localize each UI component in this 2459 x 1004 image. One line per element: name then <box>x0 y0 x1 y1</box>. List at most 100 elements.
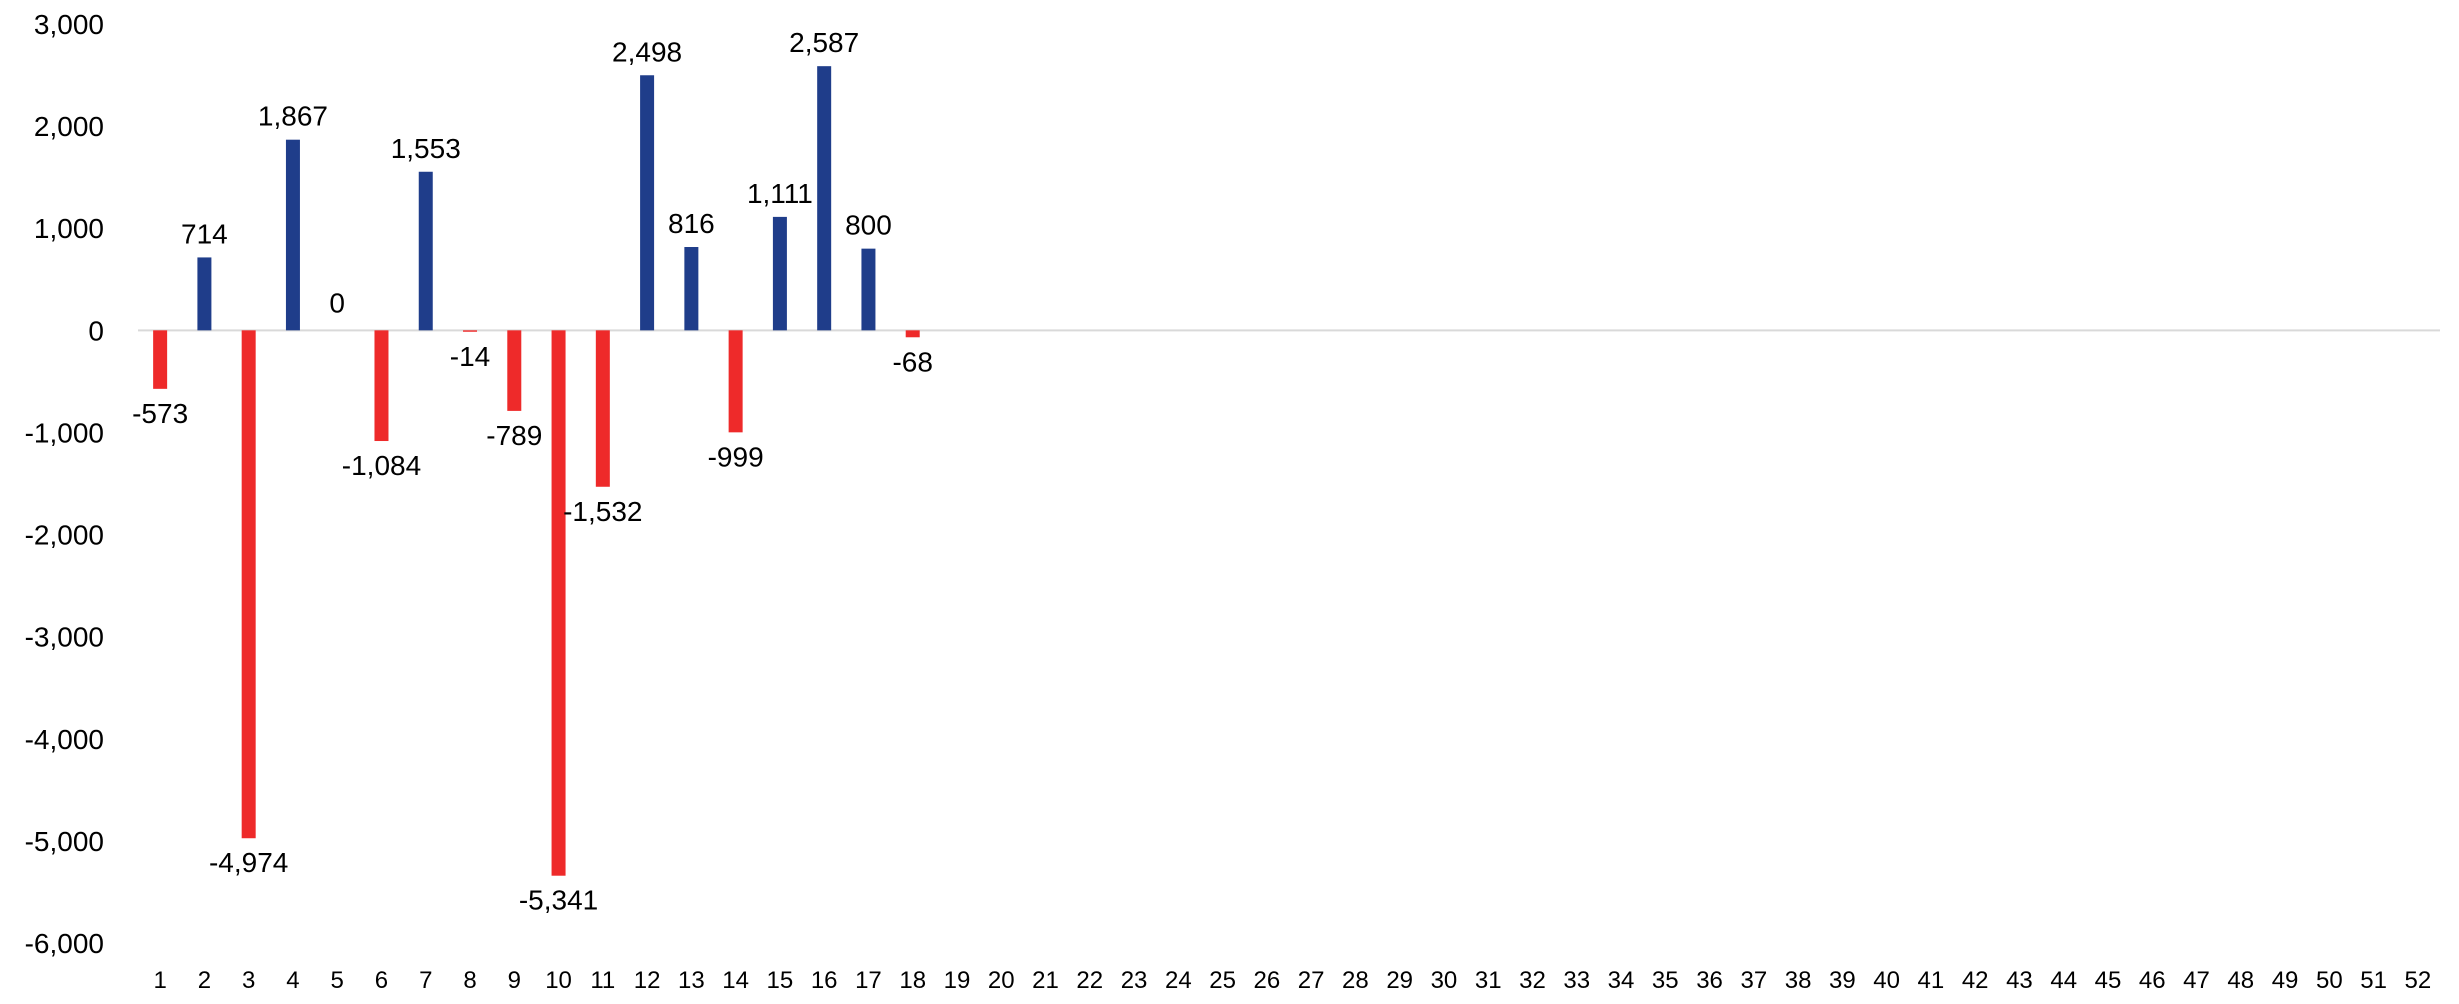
data-label: -789 <box>486 420 542 451</box>
data-label: -1,532 <box>563 496 642 527</box>
y-tick-label: 1,000 <box>34 213 104 244</box>
bar <box>817 66 832 331</box>
y-tick-label: -2,000 <box>25 520 104 551</box>
data-label: -573 <box>132 398 188 429</box>
x-tick-label: 27 <box>1298 967 1325 994</box>
x-tick-label: 9 <box>508 967 521 994</box>
x-tick-label: 21 <box>1032 967 1059 994</box>
x-tick-label: 34 <box>1608 967 1635 994</box>
data-label: 1,111 <box>747 178 813 209</box>
x-tick-label: 32 <box>1519 967 1546 994</box>
x-tick-label: 35 <box>1652 967 1679 994</box>
x-tick-label: 22 <box>1076 967 1103 994</box>
x-tick-label: 17 <box>855 967 882 994</box>
bar <box>728 330 743 433</box>
x-tick-label: 5 <box>331 967 344 994</box>
bar <box>507 330 522 411</box>
x-tick-label: 4 <box>286 967 299 994</box>
bar <box>772 216 787 331</box>
data-label: -999 <box>708 441 764 472</box>
data-label: -14 <box>450 341 490 372</box>
x-tick-label: 23 <box>1121 967 1148 994</box>
x-tick-label: 15 <box>767 967 794 994</box>
x-tick-label: 11 <box>590 967 615 994</box>
data-labels-group: -573 714 -4,974 1,867 0 -1,084 1,553 -14 -789 -5,… <box>132 27 933 916</box>
data-label: 2,498 <box>612 36 682 67</box>
x-tick-label: 1 <box>153 967 166 994</box>
x-tick-label: 50 <box>2316 967 2343 994</box>
x-tick-label: 42 <box>1962 967 1989 994</box>
x-tick-label: 44 <box>2050 967 2077 994</box>
x-tick-label: 43 <box>2006 967 2033 994</box>
y-tick-label: 2,000 <box>34 111 104 142</box>
y-axis-ticks: -6,000 -5,000 -4,000 -3,000 -2,000 -1,000 0 1,0… <box>25 9 104 959</box>
bars-group <box>153 66 920 876</box>
data-label: 714 <box>181 218 228 249</box>
x-tick-label: 40 <box>1873 967 1900 994</box>
y-tick-label: -4,000 <box>25 724 104 755</box>
bar <box>595 330 610 487</box>
data-label: 0 <box>329 287 345 318</box>
bar <box>241 330 256 839</box>
x-tick-label: 18 <box>899 967 926 994</box>
y-tick-label: -6,000 <box>25 928 104 959</box>
data-label: -68 <box>892 346 932 377</box>
x-tick-label: 16 <box>811 967 838 994</box>
x-tick-label: 7 <box>419 967 432 994</box>
data-label: -1,084 <box>342 450 421 481</box>
x-tick-label: 36 <box>1696 967 1723 994</box>
x-tick-label: 29 <box>1386 967 1413 994</box>
data-label: 800 <box>845 210 892 241</box>
x-tick-label: 6 <box>375 967 388 994</box>
x-tick-label: 41 <box>1918 967 1945 994</box>
x-tick-label: 45 <box>2095 967 2122 994</box>
bar <box>551 330 566 876</box>
x-tick-label: 26 <box>1254 967 1281 994</box>
bar <box>153 330 168 389</box>
data-label: 2,587 <box>789 27 859 58</box>
data-label: 1,553 <box>391 133 461 164</box>
bar <box>861 248 876 331</box>
y-tick-label: -5,000 <box>25 826 104 857</box>
y-tick-label: -1,000 <box>25 417 104 448</box>
x-tick-label: 14 <box>722 967 749 994</box>
x-tick-label: 38 <box>1785 967 1812 994</box>
bar <box>463 330 478 332</box>
x-tick-label: 24 <box>1165 967 1192 994</box>
data-label: -4,974 <box>209 847 288 878</box>
bar <box>197 257 212 331</box>
x-tick-label: 52 <box>2405 967 2432 994</box>
x-tick-label: 3 <box>242 967 255 994</box>
x-tick-label: 10 <box>545 967 572 994</box>
x-tick-label: 20 <box>988 967 1015 994</box>
x-axis-ticks: 1 2 3 4 5 6 7 8 9 10 11 12 13 14 15 16 17 18 19 20 21 22 23 24 2… <box>153 967 2431 994</box>
bar <box>418 171 433 331</box>
x-tick-label: 49 <box>2272 967 2299 994</box>
x-tick-label: 8 <box>463 967 476 994</box>
x-tick-label: 12 <box>634 967 661 994</box>
x-tick-label: 31 <box>1475 967 1502 994</box>
x-tick-label: 13 <box>678 967 705 994</box>
y-tick-label: 0 <box>88 315 104 346</box>
data-label: -5,341 <box>519 885 598 916</box>
x-tick-label: 39 <box>1829 967 1856 994</box>
bar <box>905 330 920 338</box>
x-tick-label: 47 <box>2183 967 2210 994</box>
y-tick-label: 3,000 <box>34 9 104 40</box>
bar <box>285 139 300 331</box>
x-tick-label: 46 <box>2139 967 2166 994</box>
x-tick-label: 51 <box>2360 967 2387 994</box>
x-tick-label: 48 <box>2227 967 2254 994</box>
x-tick-label: 33 <box>1563 967 1590 994</box>
x-tick-label: 19 <box>944 967 971 994</box>
y-tick-label: -3,000 <box>25 622 104 653</box>
data-label: 1,867 <box>258 101 328 132</box>
x-tick-label: 30 <box>1431 967 1458 994</box>
data-label: 816 <box>668 208 715 239</box>
x-tick-label: 25 <box>1209 967 1236 994</box>
x-tick-label: 28 <box>1342 967 1369 994</box>
bar <box>684 247 699 331</box>
bar <box>374 330 389 442</box>
